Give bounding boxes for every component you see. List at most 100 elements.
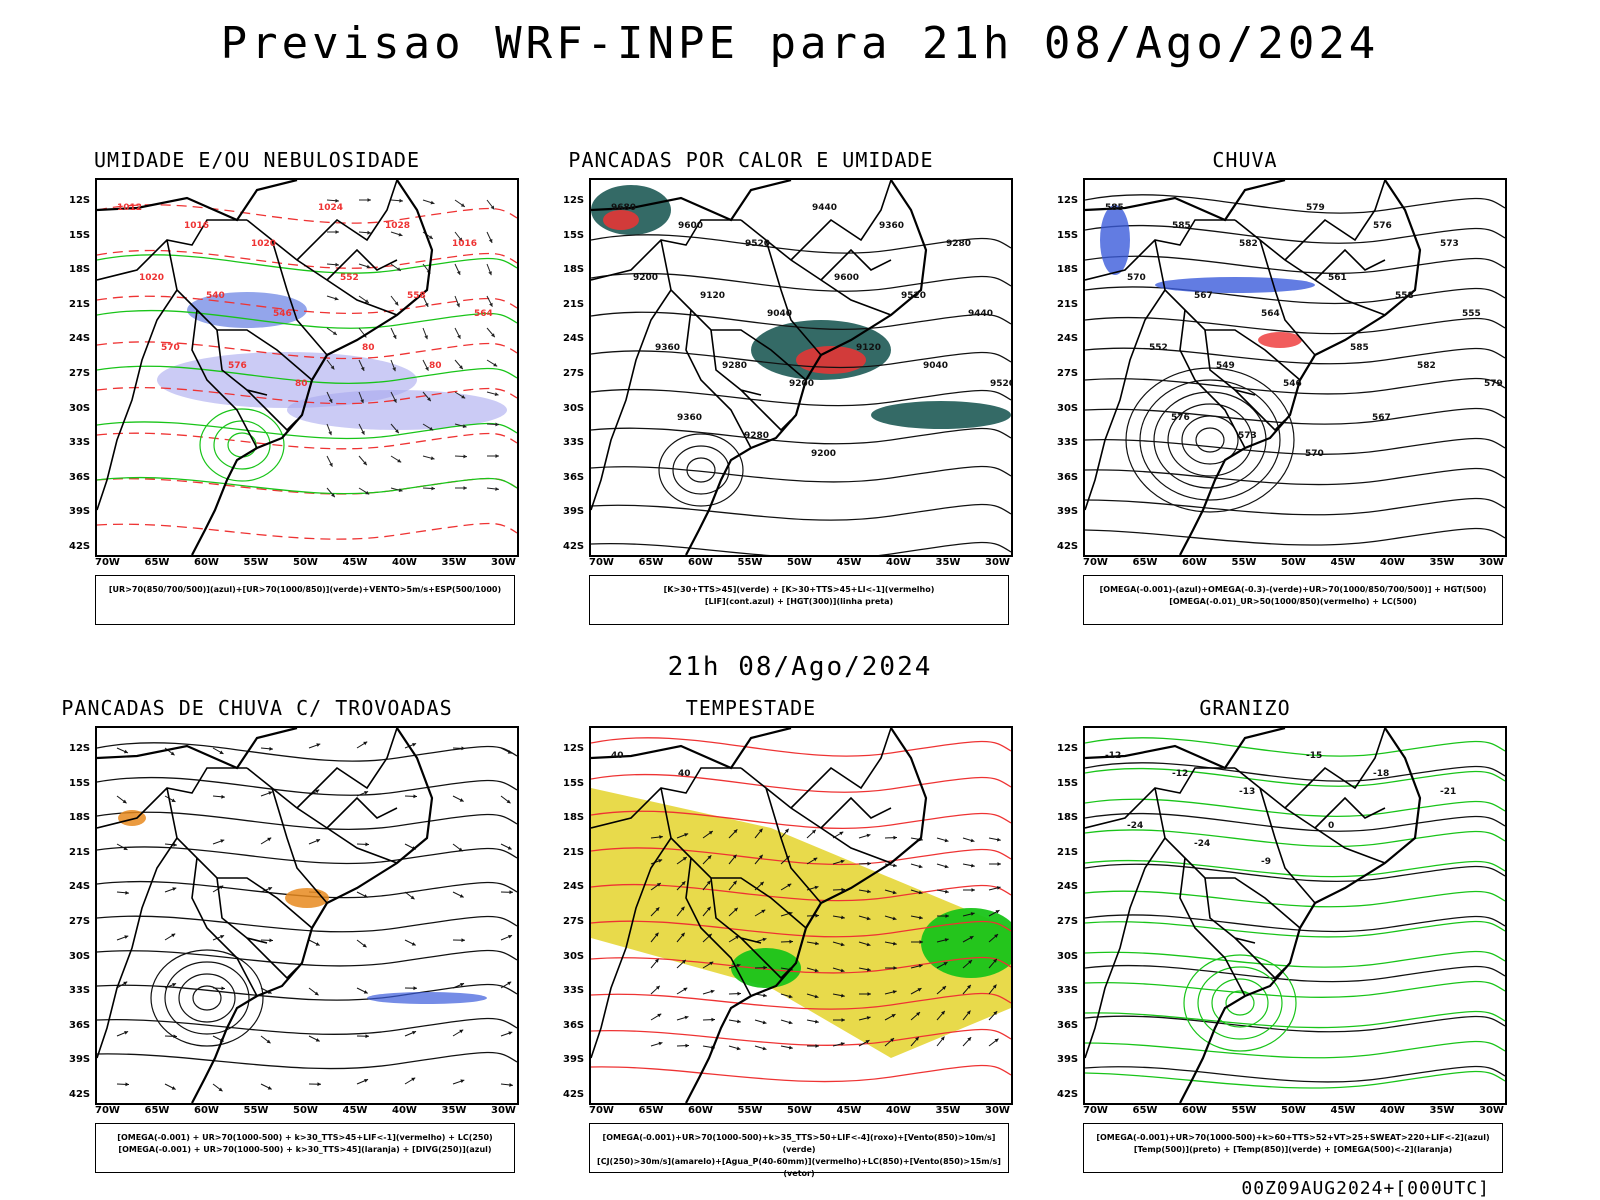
wind-vector-850-head: [709, 961, 714, 966]
lat-tick-label: 39S: [563, 506, 585, 518]
contour-label: 9280: [744, 431, 769, 441]
wind-vector-850-head: [758, 828, 763, 833]
wind-vector-head: [456, 270, 461, 275]
wind-vector-850-head: [893, 863, 897, 868]
state-border: [740, 219, 892, 316]
lat-tick-label: 15S: [1057, 229, 1079, 241]
contour-label: 582: [1417, 361, 1436, 371]
wind-vector-head: [335, 230, 339, 234]
panel-title: TEMPESTADE: [685, 696, 817, 720]
streamline-arrow-head: [124, 935, 129, 939]
streamline: [97, 983, 517, 1001]
lat-tick-label: 21S: [69, 846, 91, 858]
wind-vector-850-head: [815, 913, 819, 918]
streamline-arrow-head: [267, 1086, 272, 1090]
streamline-arrow-head: [269, 746, 273, 751]
contour-label: 9360: [677, 413, 702, 423]
wind-vector-head: [494, 392, 499, 397]
wind-vector-850-head: [866, 942, 871, 947]
run-timestamp: 00Z09AUG2024+[000UTC]: [1241, 1178, 1490, 1199]
contour-label: 9280: [722, 361, 747, 371]
state-border: [710, 877, 762, 944]
wind-vector-850-head: [655, 907, 660, 912]
rain-area: [1155, 277, 1315, 293]
map-frame: 1012 1016 1020 1024 1028 1016 1020 540 546 552 558…: [95, 178, 519, 557]
height-300-contour: [591, 388, 1011, 407]
wind-vector-head: [331, 493, 335, 498]
state-border: [1314, 248, 1386, 281]
wind-vector-head: [395, 429, 399, 434]
lat-tick-label: 30S: [69, 402, 91, 414]
temp-850-contour: [1085, 1010, 1505, 1029]
streamline-850: [591, 883, 1011, 902]
streamline-arrow-head: [459, 798, 464, 802]
streamline-arrow-head: [220, 935, 225, 939]
lon-tick-label: 65W: [638, 557, 664, 568]
lon-tick-label: 55W: [737, 557, 763, 568]
state-border: [1204, 329, 1256, 396]
streamline-arrow-head: [507, 750, 512, 754]
state-border: [1085, 219, 1235, 281]
wind-vector-head: [427, 397, 431, 402]
legend-line: [CJ(250)>30m/s](amarelo)+[Agua_P(40-60mm…: [597, 1157, 1001, 1178]
humidity-low-contour: [97, 309, 517, 329]
wind-vector-850-head: [683, 987, 688, 992]
state-border: [216, 877, 268, 944]
wind-vector-850-head: [992, 984, 997, 989]
contour-label: 80: [295, 379, 308, 389]
contour-label: 9280: [946, 239, 971, 249]
lon-tick-label: 45W: [836, 557, 862, 568]
lon-tick-label: 70W: [1083, 1105, 1108, 1116]
wind-vector-850-head: [993, 1011, 998, 1016]
streamline: [97, 949, 517, 967]
lat-tick-label: 33S: [1057, 985, 1079, 997]
contour-label: -12: [1105, 751, 1121, 761]
lat-tick-label: 21S: [1057, 298, 1079, 310]
legend-line: [OMEGA(-0.001)+UR>70(1000-500)+k>35_TTS>…: [602, 1133, 996, 1154]
panel-title: PANCADAS DE CHUVA C/ TROVOADAS: [61, 696, 453, 720]
wind-vector-850-head: [917, 988, 922, 992]
height-300-contour: [591, 234, 1011, 254]
wind-vector-850-head: [814, 885, 819, 890]
temperature-contour: [1197, 966, 1283, 1040]
lat-tick-label: 36S: [1057, 471, 1079, 483]
wind-vector-850-head: [867, 889, 871, 894]
state-border: [710, 329, 762, 396]
wind-vector-850-head: [681, 881, 686, 886]
wind-vector-850-head: [944, 938, 949, 942]
contour-label: 80: [429, 361, 442, 371]
lat-tick-label: 27S: [563, 916, 585, 927]
wind-vector-head: [462, 424, 467, 429]
state-border: [1234, 389, 1286, 432]
height-500-contour: [1085, 407, 1505, 425]
lon-tick-label: 30W: [1479, 1105, 1504, 1116]
state-border: [685, 309, 752, 449]
trough-contour: [672, 445, 730, 495]
streamline-arrow-head: [461, 746, 465, 751]
wind-vector-head: [367, 230, 371, 235]
contour-label: 576: [1171, 413, 1190, 423]
streamline-arrow-head: [269, 938, 273, 943]
circulation-contour: [164, 961, 250, 1035]
heavy-rain-area: [1258, 332, 1302, 348]
lat-tick-label: 27S: [563, 368, 585, 379]
state-border: [740, 767, 892, 864]
wind-vector-850-head: [707, 855, 712, 860]
streamline-arrow-head: [364, 791, 369, 795]
lon-tick-label: 45W: [1330, 1105, 1356, 1116]
lon-tick-label: 50W: [787, 1105, 812, 1116]
wind-vector-head: [463, 454, 467, 459]
wind-vector-head: [334, 296, 339, 301]
lat-tick-label: 18S: [1057, 264, 1079, 276]
lon-tick-label: 60W: [1182, 1105, 1207, 1116]
legend-line: [OMEGA(-0.001)+UR>70(1000-500)+k>60+TTS>…: [1096, 1133, 1490, 1142]
contour-label: 9360: [879, 221, 904, 231]
streamline-850: [591, 1028, 1011, 1046]
wind-vector-850-head: [918, 964, 923, 968]
wind-vector-850-head: [890, 1038, 895, 1042]
wind-vector-850-head: [736, 963, 741, 968]
wind-vector-850-head: [711, 1017, 715, 1022]
lat-tick-label: 27S: [1057, 916, 1079, 927]
state-border: [765, 239, 822, 356]
contour-label: 570: [161, 343, 180, 353]
